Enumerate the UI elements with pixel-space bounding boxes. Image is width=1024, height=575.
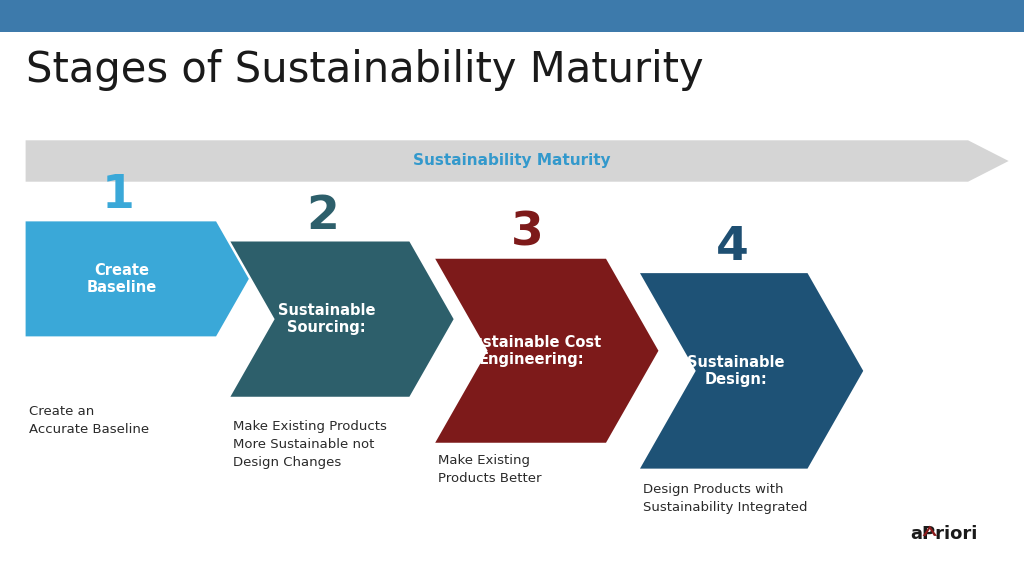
Text: aPriori: aPriori [910,526,978,543]
Bar [0,0,1024,32]
Text: Design Products with
Sustainability Integrated: Design Products with Sustainability Inte… [643,483,808,514]
Text: 4: 4 [716,225,749,270]
Text: Create
Baseline: Create Baseline [86,263,157,295]
Text: 2: 2 [306,194,339,239]
Text: Sustainable
Design:: Sustainable Design: [687,355,784,387]
Polygon shape [640,273,863,469]
Text: Make Existing Products
More Sustainable not
Design Changes: Make Existing Products More Sustainable … [233,420,387,469]
Polygon shape [26,221,249,336]
Text: Stages of Sustainability Maturity: Stages of Sustainability Maturity [26,49,703,91]
Text: Make Existing
Products Better: Make Existing Products Better [438,454,542,485]
Text: Create an
Accurate Baseline: Create an Accurate Baseline [29,405,148,436]
Polygon shape [435,259,658,443]
Text: Sustainability Maturity: Sustainability Maturity [414,154,610,168]
Text: 3: 3 [511,211,544,256]
Polygon shape [230,242,454,397]
Text: Sustainable Cost
Engineering:: Sustainable Cost Engineering: [462,335,601,367]
Text: 1: 1 [101,174,134,218]
Text: Sustainable
Sourcing:: Sustainable Sourcing: [278,303,375,335]
Polygon shape [923,526,937,536]
Polygon shape [26,140,1009,182]
